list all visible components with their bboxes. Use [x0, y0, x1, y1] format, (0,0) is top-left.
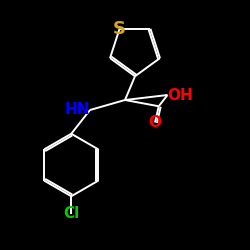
- Text: HN: HN: [64, 102, 90, 118]
- Text: Cl: Cl: [63, 206, 80, 221]
- Text: OH: OH: [168, 88, 193, 102]
- Text: S: S: [113, 20, 126, 38]
- Text: O: O: [148, 115, 162, 130]
